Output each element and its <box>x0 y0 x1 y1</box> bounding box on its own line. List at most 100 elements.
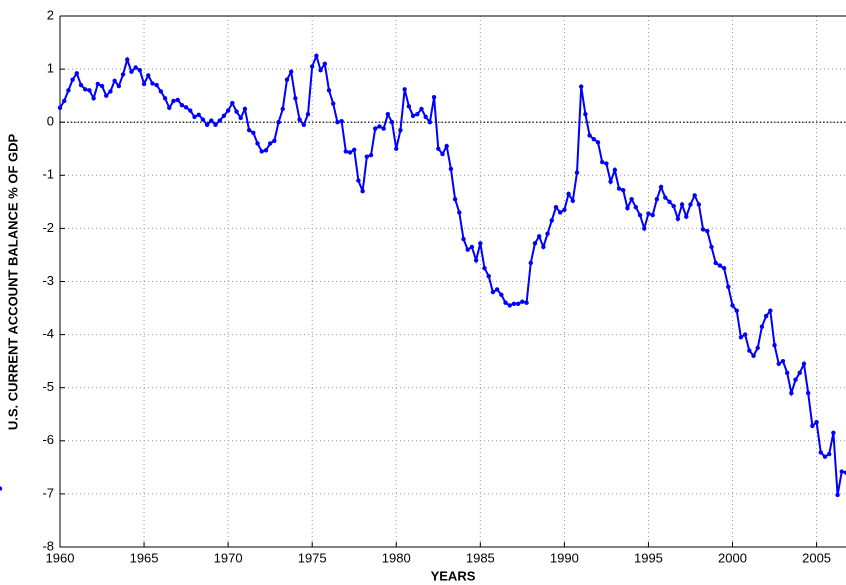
x-tick-label: 1980 <box>382 550 411 565</box>
x-axis-label: YEARS <box>431 568 476 583</box>
data-point <box>810 423 815 429</box>
data-point <box>74 71 80 76</box>
data-point <box>158 89 164 94</box>
data-point <box>663 195 668 200</box>
data-point <box>503 300 508 305</box>
y-tick-label: -5 <box>42 379 54 394</box>
data-point <box>570 198 575 203</box>
y-tick-label: -1 <box>42 167 54 182</box>
x-tick-label: 2005 <box>802 550 831 565</box>
data-point <box>125 57 130 62</box>
data-point <box>183 105 189 110</box>
y-tick-label: -3 <box>42 273 54 288</box>
data-point <box>843 470 846 475</box>
data-point <box>284 77 290 82</box>
data-point <box>461 236 466 242</box>
data-point <box>385 112 391 117</box>
data-point <box>629 196 634 202</box>
data-point <box>831 430 836 436</box>
data-point <box>574 170 580 175</box>
data-point <box>112 78 117 83</box>
data-point <box>562 207 567 213</box>
data-point <box>368 152 374 158</box>
data-point <box>675 216 681 222</box>
data-point <box>557 210 563 215</box>
data-point <box>314 53 319 59</box>
data-point <box>196 112 201 117</box>
data-point <box>457 210 462 215</box>
data-point <box>532 241 538 246</box>
data-point <box>406 104 412 109</box>
data-point <box>402 87 407 92</box>
data-point <box>440 151 445 157</box>
data-point <box>486 273 491 279</box>
x-tick-label: 1975 <box>298 550 327 565</box>
data-point <box>326 88 332 93</box>
data-point <box>642 226 647 231</box>
data-point <box>120 72 126 77</box>
data-point <box>217 118 222 123</box>
data-point <box>318 67 323 73</box>
data-point <box>625 206 630 211</box>
data-point <box>263 148 269 153</box>
data-point <box>633 204 639 210</box>
data-point <box>133 65 138 70</box>
data-point <box>225 108 231 113</box>
data-point <box>267 141 273 146</box>
data-point <box>373 126 378 131</box>
data-point <box>104 93 109 98</box>
data-point <box>692 193 697 198</box>
x-tick-label: 2000 <box>718 550 747 565</box>
data-point <box>688 202 693 207</box>
data-point <box>608 179 613 184</box>
data-point <box>87 88 92 93</box>
data-point <box>494 287 500 292</box>
data-point <box>339 118 344 124</box>
y-tick-label: 2 <box>47 7 54 22</box>
data-point <box>242 106 248 112</box>
data-point <box>259 149 264 154</box>
data-point <box>419 106 424 112</box>
data-point <box>162 96 168 101</box>
data-point <box>276 120 281 125</box>
data-point <box>377 124 382 129</box>
x-tick-label: 1970 <box>214 550 243 565</box>
data-point <box>721 266 727 271</box>
data-point <box>415 112 420 117</box>
data-point <box>591 136 597 142</box>
data-point <box>301 122 306 128</box>
data-point <box>452 196 458 202</box>
data-point <box>364 154 370 159</box>
y-tick-label: 1 <box>47 61 54 76</box>
data-point <box>759 324 765 329</box>
data-point <box>549 218 554 223</box>
data-point <box>305 112 311 117</box>
data-point <box>553 204 559 210</box>
data-point <box>78 82 84 88</box>
data-point <box>251 130 256 136</box>
data-point <box>394 146 399 151</box>
data-point <box>448 166 454 172</box>
data-point <box>511 301 517 307</box>
data-point <box>167 105 172 111</box>
data-point <box>583 112 588 117</box>
data-point <box>700 227 706 232</box>
x-tick-label: 1990 <box>550 550 579 565</box>
data-point <box>309 64 315 69</box>
data-point <box>578 84 584 89</box>
data-point <box>780 358 786 364</box>
data-point <box>188 108 193 113</box>
data-point <box>398 127 403 133</box>
x-tick-label: 1995 <box>634 550 663 565</box>
data-point <box>742 332 748 337</box>
data-point <box>137 67 143 73</box>
data-point <box>436 146 441 151</box>
data-point <box>658 184 664 190</box>
data-point <box>805 390 811 396</box>
data-point <box>679 202 685 207</box>
data-point <box>221 113 227 119</box>
data-point <box>108 89 113 94</box>
data-point <box>616 186 622 191</box>
data-point <box>234 109 239 114</box>
data-point <box>755 345 760 351</box>
